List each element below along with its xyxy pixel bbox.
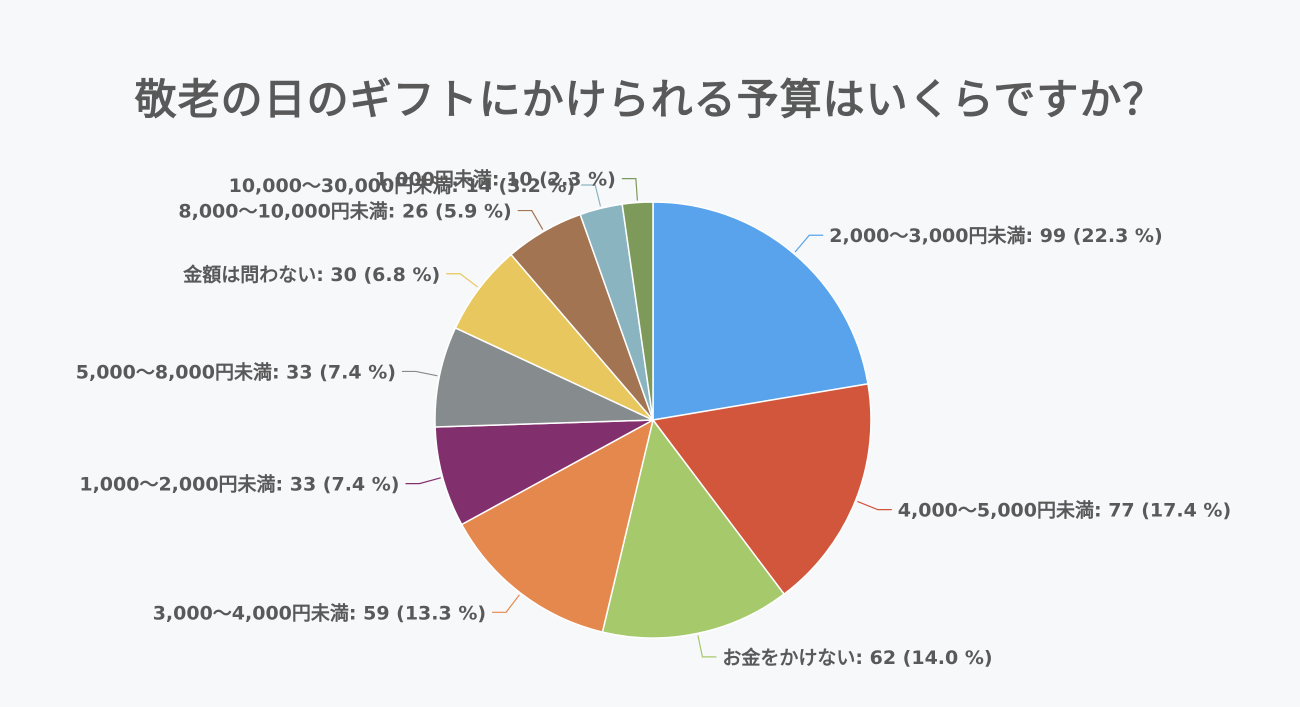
pie-slice <box>621 201 654 421</box>
leader-line <box>581 184 602 207</box>
slice-label: 1,000円未満: 10 (2.3 %) <box>375 168 616 191</box>
slice-label: 3,000〜4,000円未満: 59 (13.3 %) <box>153 601 486 624</box>
slice-label: 4,000〜5,000円未満: 77 (17.4 %) <box>898 499 1231 522</box>
pie-slice <box>434 419 654 526</box>
slice-label: 2,000〜3,000円未満: 99 (22.3 %) <box>829 224 1162 247</box>
pie-slice <box>651 382 872 596</box>
leader-line <box>517 209 544 230</box>
slice-label: 10,000〜30,000円未満: 14 (3.2 %) <box>229 174 576 197</box>
leader-line <box>446 273 479 288</box>
slice-label: お金をかけない: 62 (14.0 %) <box>722 646 992 669</box>
leader-line <box>621 178 639 201</box>
leader-line <box>492 594 520 613</box>
pie-slice <box>460 418 655 633</box>
slice-label: 8,000〜10,000円未満: 26 (5.9 %) <box>178 200 511 223</box>
leader-line <box>401 370 438 377</box>
leader-line <box>697 635 717 658</box>
slice-label: 金額は問わない: 30 (6.8 %) <box>182 263 440 286</box>
slice-label: 5,000〜8,000円未満: 33 (7.4 %) <box>76 360 396 383</box>
pie-slice <box>434 326 654 428</box>
leader-line <box>857 500 892 511</box>
chart-title: 敬老の日のギフトにかけられる予算はいくらですか？ <box>134 75 1166 124</box>
slice-label: 1,000〜2,000円未満: 33 (7.4 %) <box>79 473 399 496</box>
pie-slice <box>652 201 869 421</box>
leader-line <box>405 477 441 485</box>
leader-line <box>794 234 824 253</box>
pie-slice <box>601 418 786 639</box>
